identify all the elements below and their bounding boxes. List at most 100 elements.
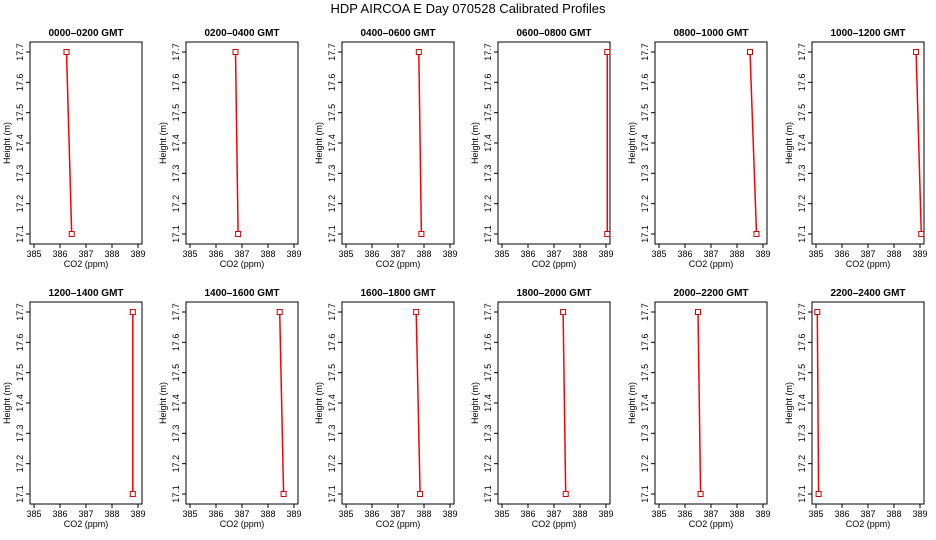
- y-tick-label: 17.3: [171, 165, 181, 183]
- y-tick-label: 17.3: [327, 425, 337, 443]
- y-tick-label: 17.4: [171, 134, 181, 152]
- x-tick-label: 387: [703, 249, 718, 259]
- y-axis-label: Height (m): [784, 382, 794, 424]
- y-tick-label: 17.3: [797, 165, 807, 183]
- profile-line: [415, 311, 421, 495]
- panel-title: 1000–1200 GMT: [830, 28, 905, 39]
- y-tick-label: 17.4: [327, 394, 337, 412]
- panel-7: 1200–1400 GMT 385 386 387 388 389 CO2 (ppm) 17.…: [2, 288, 146, 529]
- y-tick-label: 17.1: [797, 485, 807, 503]
- x-tick-label: 385: [494, 249, 509, 259]
- x-axis-label: CO2 (ppm): [846, 259, 891, 269]
- y-tick-label: 17.5: [640, 104, 650, 122]
- y-axis-label: Height (m): [2, 382, 12, 424]
- data-point: [418, 231, 425, 237]
- y-tick-label: 17.1: [483, 485, 493, 503]
- y-tick-label: 17.7: [797, 43, 807, 61]
- y-axis-label: Height (m): [470, 122, 480, 164]
- x-tick-label: 389: [286, 509, 301, 519]
- profile-line: [418, 51, 423, 235]
- panel-title: 0800–1000 GMT: [673, 28, 748, 39]
- x-tick-label: 386: [677, 509, 692, 519]
- y-tick-label: 17.7: [327, 43, 337, 61]
- x-axis-label: CO2 (ppm): [689, 259, 734, 269]
- panel-11: 2000–2200 GMT 385 386 387 388 389 CO2 (ppm) 17.…: [627, 288, 771, 529]
- data-point: [280, 491, 287, 497]
- y-tick-label: 17.4: [640, 394, 650, 412]
- x-tick-label: 388: [886, 249, 901, 259]
- y-tick-label: 17.3: [483, 165, 493, 183]
- y-tick-label: 17.1: [797, 225, 807, 243]
- x-tick-label: 387: [78, 509, 93, 519]
- y-tick-label: 17.6: [327, 74, 337, 92]
- x-tick-label: 386: [52, 249, 67, 259]
- data-point: [562, 491, 569, 497]
- data-point: [415, 49, 422, 55]
- x-axis-label: CO2 (ppm): [532, 519, 577, 529]
- x-axis-label: CO2 (ppm): [532, 259, 577, 269]
- y-tick-label: 17.5: [483, 104, 493, 122]
- y-tick-label: 17.6: [640, 74, 650, 92]
- x-tick-label: 387: [546, 249, 561, 259]
- data-point: [747, 49, 753, 55]
- y-axis-label: Height (m): [784, 122, 794, 164]
- y-tick-label: 17.7: [15, 43, 25, 61]
- y-tick-label: 17.5: [171, 364, 181, 382]
- profile-line: [562, 311, 567, 495]
- plot-frame: [29, 41, 143, 245]
- x-tick-label: 387: [860, 249, 875, 259]
- y-axis-label: Height (m): [470, 382, 480, 424]
- data-point: [815, 491, 822, 497]
- y-tick-label: 17.7: [797, 303, 807, 321]
- x-tick-label: 386: [834, 509, 849, 519]
- data-point: [232, 49, 239, 55]
- x-tick-label: 389: [286, 249, 301, 259]
- panel-title: 1200–1400 GMT: [48, 288, 123, 299]
- y-tick-label: 17.6: [483, 74, 493, 92]
- y-tick-label: 17.4: [797, 394, 807, 412]
- profile-line: [65, 51, 73, 235]
- x-tick-label: 388: [729, 509, 744, 519]
- y-axis-label: Height (m): [627, 382, 637, 424]
- panel-6: 1000–1200 GMT 385 386 387 388 389 CO2 (ppm) 17.…: [784, 28, 928, 269]
- y-tick-label: 17.7: [15, 303, 25, 321]
- x-axis-label: CO2 (ppm): [220, 259, 265, 269]
- x-tick-label: 389: [442, 249, 457, 259]
- panel-1: 0000–0200 GMT 385 386 387 388 389 CO2 (ppm) 17.…: [2, 28, 146, 269]
- y-axis-label: Height (m): [627, 122, 637, 164]
- data-point: [604, 49, 611, 55]
- y-tick-label: 17.6: [483, 334, 493, 352]
- y-tick-label: 17.2: [327, 455, 337, 473]
- panel-2: 0200–0400 GMT 385 386 387 388 389 CO2 (ppm) 17.…: [158, 28, 302, 269]
- y-tick-label: 17.6: [327, 334, 337, 352]
- x-tick-label: 387: [860, 509, 875, 519]
- y-tick-label: 17.5: [797, 104, 807, 122]
- y-tick-label: 17.3: [640, 425, 650, 443]
- x-tick-label: 388: [572, 249, 587, 259]
- x-tick-label: 388: [416, 249, 431, 259]
- x-tick-label: 387: [234, 509, 249, 519]
- data-point: [697, 491, 704, 497]
- panel-10: 1800–2000 GMT 385 386 387 388 389 CO2 (ppm) 17.…: [470, 288, 614, 529]
- y-tick-label: 17.4: [797, 134, 807, 152]
- x-tick-label: 388: [729, 249, 744, 259]
- y-tick-label: 17.5: [797, 364, 807, 382]
- x-tick-label: 385: [182, 249, 197, 259]
- y-tick-label: 17.3: [171, 425, 181, 443]
- plot-frame: [811, 301, 925, 505]
- x-tick-label: 385: [808, 249, 823, 259]
- y-axis-label: Height (m): [158, 382, 168, 424]
- x-tick-label: 388: [260, 249, 275, 259]
- panel-title: 0200–0400 GMT: [204, 28, 279, 39]
- panel-title: 2200–2400 GMT: [830, 288, 905, 299]
- y-tick-label: 17.5: [15, 364, 25, 382]
- y-tick-label: 17.2: [797, 455, 807, 473]
- data-point: [129, 309, 136, 315]
- y-tick-label: 17.3: [15, 165, 25, 183]
- y-tick-label: 17.7: [483, 303, 493, 321]
- x-tick-label: 389: [598, 249, 613, 259]
- x-tick-label: 388: [260, 509, 275, 519]
- y-axis-label: Height (m): [2, 122, 12, 164]
- x-tick-label: 387: [78, 249, 93, 259]
- data-point: [913, 49, 920, 55]
